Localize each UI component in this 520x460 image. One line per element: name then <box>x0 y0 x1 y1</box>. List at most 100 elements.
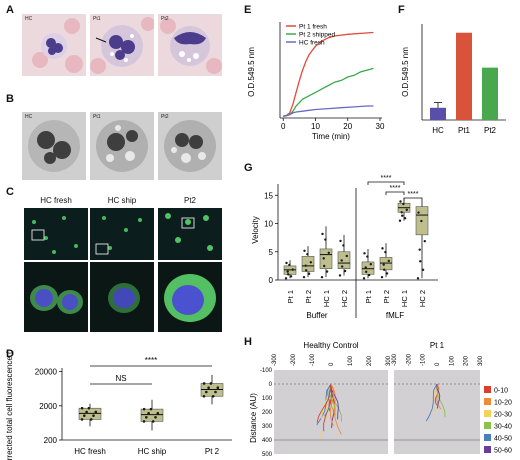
chart-d-point <box>207 386 210 390</box>
chart-g-point <box>419 260 422 263</box>
chart-g-point <box>380 275 384 279</box>
chart-d-point <box>92 414 95 417</box>
chart-f-bar <box>482 67 498 120</box>
chart-g-point <box>403 217 407 220</box>
chart-e-series-line <box>283 67 374 117</box>
chart-g-ytick-label: 15 <box>264 191 273 200</box>
chart-g-point <box>338 274 342 277</box>
chart-g-point <box>322 257 325 260</box>
chart-g-point <box>423 239 426 243</box>
chart-g-xtick-label: HC 1 <box>322 290 331 307</box>
chart-g-box <box>361 261 375 275</box>
chart-g-xtick-label: HC 2 <box>340 290 349 307</box>
chart-h-trajectory <box>436 383 442 410</box>
chart-g-point <box>400 211 403 214</box>
chart-g-point <box>416 277 420 280</box>
micrograph-a-pt2: Pt2 <box>158 14 222 76</box>
panel-label-d: D <box>6 348 14 360</box>
fluorescence-c-pt2-zoom <box>158 262 222 332</box>
chart-g-group-label: Buffer <box>306 311 328 320</box>
chart-g-xtick-label: Pt 1 <box>364 290 373 303</box>
chart-h-trajectory <box>436 383 446 418</box>
tile-label: Pt2 <box>161 16 169 22</box>
chart-h-trajectory <box>425 383 438 422</box>
chart-g-point <box>364 266 367 269</box>
chart-g-box <box>379 257 393 271</box>
chart-g-point <box>302 275 306 279</box>
chart-h-legend-label: 40-50 <box>494 436 512 443</box>
chart-d-point <box>202 394 206 398</box>
fluorescence-c-pt2-overview <box>158 208 222 260</box>
chart-g-sig-label: **** <box>381 175 392 182</box>
chart-d-point <box>156 411 160 415</box>
chart-g-xtick-label: Pt 2 <box>304 290 313 303</box>
chart-g-point <box>285 261 288 265</box>
fluorescence-c-hc-ship-overview <box>90 208 154 260</box>
chart-e-xtick-label: 0 <box>281 122 286 131</box>
chart-h-trajectory <box>436 383 441 409</box>
chart-g-point <box>382 263 385 266</box>
chart-d-point <box>202 382 206 385</box>
chart-g-point <box>343 269 347 273</box>
chart-g-point <box>385 272 389 275</box>
chart-h-plot-area <box>274 370 388 454</box>
chart-h-ytick-label: -100 <box>260 368 273 374</box>
micrograph-a-hc: HC <box>22 14 86 76</box>
chart-h-trajectory <box>316 383 332 423</box>
chart-d-ytick-label: 2000 <box>39 402 57 411</box>
chart-d-point <box>154 416 157 419</box>
chart-g-point <box>323 264 326 268</box>
chart-d-ylabel: Corrected total cell fluorescence (AU) <box>5 350 14 460</box>
chart-d-point <box>80 406 84 410</box>
chart-g-xtick-label: HC 1 <box>400 290 409 307</box>
chart-e-series-line <box>283 31 374 117</box>
chart-h-xtick-label: -100 <box>421 353 427 366</box>
chart-g-sig-bracket <box>403 197 423 201</box>
chart-g-ylabel: Velocity <box>251 216 260 244</box>
chart-d-sig-label: **** <box>145 356 157 365</box>
chart-h-ytick-label: 100 <box>262 396 273 402</box>
micrograph-b-pt1: Pt1 <box>90 112 154 180</box>
chart-g-point <box>399 200 402 203</box>
chart-h-subtitle-healthy: Healthy Control <box>303 341 358 350</box>
panel-label-a: A <box>6 4 14 16</box>
chart-h-legend-label: 20-30 <box>494 412 512 419</box>
chart-g-sig-bracket <box>367 181 405 185</box>
chart-d-sig-label: NS <box>115 374 126 383</box>
chart-g-point <box>402 202 405 206</box>
chart-g-sig-label: **** <box>408 191 419 198</box>
chart-g-point <box>324 238 327 241</box>
chart-g-point <box>384 250 387 254</box>
chart-g-point <box>286 270 289 273</box>
chart-g-box <box>301 255 315 272</box>
micrograph-b-hc: HC <box>22 112 86 180</box>
chart-d-point <box>145 416 148 419</box>
chart-g-point <box>401 214 404 217</box>
chart-d-point <box>209 382 213 385</box>
chart-h-legend-swatch <box>484 422 491 429</box>
chart-h-xtick-label: 200 <box>367 355 373 366</box>
chart-g-point <box>321 232 324 236</box>
chart-h-subtitle-pt1: Pt 1 <box>430 341 445 350</box>
chart-h-xtick-label: 300 <box>478 355 484 366</box>
chart-e-legend-label: HC fresh <box>299 40 325 47</box>
panel-label-e: E <box>244 4 252 16</box>
chart-d-box <box>140 408 164 422</box>
chart-h-legend-label: 10-20 <box>494 400 512 407</box>
chart-h-legend-swatch <box>484 446 491 453</box>
chart-g-xtick-label: HC 2 <box>418 290 427 307</box>
chart-h-legend-swatch <box>484 410 491 417</box>
chart-e-series-line <box>283 105 374 117</box>
panel-label-c: C <box>6 186 14 198</box>
chart-h-legend-swatch <box>484 434 491 441</box>
chart-h-legend-label: 0-10 <box>494 388 508 395</box>
chart-g-point <box>309 261 312 264</box>
chart-f-xtick-label: HC <box>432 126 444 135</box>
chart-g-point <box>291 268 294 271</box>
chart-g-point <box>405 208 408 212</box>
chart-g-point <box>383 268 386 271</box>
chart-g-point <box>287 273 290 276</box>
panel-c-column-title: Pt2 <box>183 196 196 205</box>
micrograph-a-pt1: Pt1 <box>90 14 154 76</box>
fluorescence-c-hc-fresh-zoom <box>24 262 88 332</box>
